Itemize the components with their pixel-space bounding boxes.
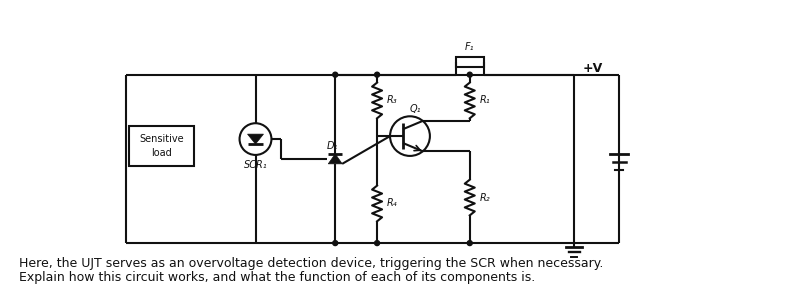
Text: load: load <box>151 148 172 158</box>
Circle shape <box>467 72 472 77</box>
Text: R₄: R₄ <box>387 198 398 208</box>
Circle shape <box>467 240 472 245</box>
Circle shape <box>333 72 338 77</box>
Text: SCR₁: SCR₁ <box>244 160 267 170</box>
Circle shape <box>333 240 338 245</box>
Text: Explain how this circuit works, and what the function of each of its components : Explain how this circuit works, and what… <box>19 271 535 284</box>
Circle shape <box>374 240 379 245</box>
Polygon shape <box>328 154 342 164</box>
Bar <box>129 126 194 166</box>
Circle shape <box>374 72 379 77</box>
Text: R₂: R₂ <box>480 193 490 203</box>
Text: +V: +V <box>582 62 602 75</box>
Text: D₁: D₁ <box>326 141 338 151</box>
Bar <box>456 57 484 67</box>
Text: R₁: R₁ <box>480 96 490 106</box>
Text: F₁: F₁ <box>465 42 474 52</box>
Polygon shape <box>247 134 263 144</box>
Text: Q₁: Q₁ <box>409 104 421 114</box>
Text: Sensitive: Sensitive <box>139 134 184 144</box>
Text: R₃: R₃ <box>387 96 398 106</box>
Text: Here, the UJT serves as an overvoltage detection device, triggering the SCR when: Here, the UJT serves as an overvoltage d… <box>19 257 604 270</box>
